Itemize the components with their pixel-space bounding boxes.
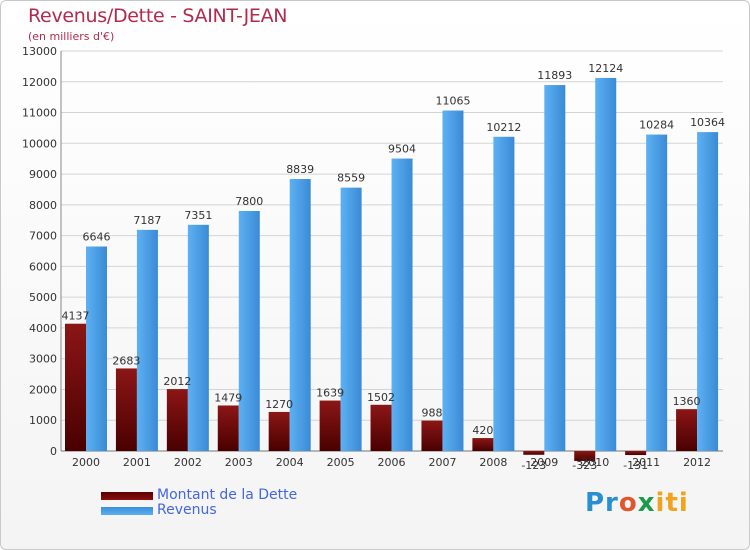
data-label-revenus-2009: 11893 [537,69,572,82]
bar-revenus-2000 [86,246,107,451]
bar-revenus-2012 [697,132,719,451]
x-tick-label: 2010 [581,456,609,469]
x-tick-label: 2005 [327,456,355,469]
y-tick-label: 0 [50,445,57,458]
x-tick-label: 2011 [632,456,660,469]
data-label-dette-2000: 4137 [62,310,90,323]
data-label-revenus-2011: 10284 [639,119,674,132]
y-tick-label: 11000 [22,107,57,120]
data-label-revenus-2003: 7800 [235,195,263,208]
bar-revenus-2009 [544,85,566,452]
y-tick-label: 4000 [29,322,57,335]
y-tick-label: 8000 [29,199,57,212]
y-tick-label: 2000 [29,383,57,396]
y-tick-label: 13000 [22,45,57,58]
data-label-dette-2003: 1479 [214,391,242,404]
data-label-dette-2008: 420 [472,424,493,437]
data-label-revenus-2004: 8839 [286,163,314,176]
chart-title: Revenus/Dette - SAINT-JEAN [28,5,288,27]
y-tick-label: 3000 [29,353,57,366]
y-tick-label: 12000 [22,76,57,89]
bar-dette-2004 [268,411,290,451]
bar-dette-2009 [523,451,545,455]
data-label-dette-2009: -123 [521,459,546,472]
bar-revenus-2011 [646,134,668,452]
legend-swatch-debt [101,491,153,500]
data-label-dette-2001: 2683 [112,354,140,367]
y-tick-label: 9000 [29,168,57,181]
x-tick-label: 2003 [225,456,253,469]
bar-revenus-2008 [493,136,515,452]
bar-dette-2003 [217,405,239,451]
bar-dette-2006 [370,404,392,451]
data-label-dette-2002: 2012 [163,375,191,388]
x-tick-label: 2012 [683,456,711,469]
bar-dette-2011 [625,451,647,456]
proxiti-logo: Proxiti [585,488,689,518]
bar-revenus-2004 [289,179,311,451]
y-tick-label: 6000 [29,260,57,273]
chart-subtitle: (en milliers d'€) [28,30,115,43]
x-tick-label: 2008 [479,456,507,469]
x-tick-label: 2002 [174,456,202,469]
bar-dette-2000 [65,323,86,451]
bar-revenus-2006 [391,158,413,452]
bar-revenus-2002 [187,224,209,451]
legend-label-debt: Montant de la Dette [157,487,298,503]
bar-dette-2002 [166,389,188,451]
data-label-revenus-2010: 12124 [588,62,623,75]
y-tick-label: 1000 [29,414,57,427]
legend-swatch-revenus [101,506,153,515]
bar-revenus-2001 [136,229,158,451]
data-label-dette-2004: 1270 [265,398,293,411]
data-label-dette-2005: 1639 [316,387,344,400]
legend-item-debt: Montant de la Dette [101,488,297,503]
bar-revenus-2005 [340,187,362,451]
bar-revenus-2007 [442,110,464,452]
data-label-revenus-2001: 7187 [133,214,161,227]
legend-label-revenus: Revenus [157,502,217,518]
x-tick-label: 2009 [530,456,558,469]
x-tick-label: 2004 [276,456,304,469]
data-label-dette-2011: -131 [623,459,648,472]
data-label-revenus-2007: 11065 [435,95,470,108]
y-tick-label: 10000 [22,137,57,150]
data-label-revenus-2000: 6646 [83,231,111,244]
y-tick-label: 5000 [29,291,57,304]
data-label-revenus-2005: 8559 [337,172,365,185]
x-tick-label: 2000 [72,456,100,469]
bar-dette-2010 [574,451,596,461]
x-tick-label: 2006 [378,456,406,469]
bar-dette-2008 [472,438,494,451]
bar-revenus-2010 [595,77,617,451]
legend-item-revenus: Revenus [101,503,297,518]
data-label-revenus-2008: 10212 [486,121,521,134]
data-label-revenus-2006: 9504 [388,143,416,156]
bar-dette-2007 [421,420,443,451]
data-label-revenus-2002: 7351 [184,209,212,222]
data-label-revenus-2012: 10364 [690,116,725,129]
data-label-dette-2006: 1502 [367,391,395,404]
data-label-dette-2012: 1360 [673,395,701,408]
bar-dette-2005 [319,400,341,451]
bar-revenus-2003 [238,211,260,451]
bar-dette-2001 [115,368,137,451]
x-tick-label: 2001 [123,456,151,469]
legend: Montant de la Dette Revenus [101,488,297,518]
y-tick-label: 7000 [29,230,57,243]
data-label-dette-2010: -323 [572,459,597,472]
bar-dette-2012 [676,409,698,451]
data-label-dette-2007: 988 [421,407,442,420]
x-tick-label: 2007 [428,456,456,469]
